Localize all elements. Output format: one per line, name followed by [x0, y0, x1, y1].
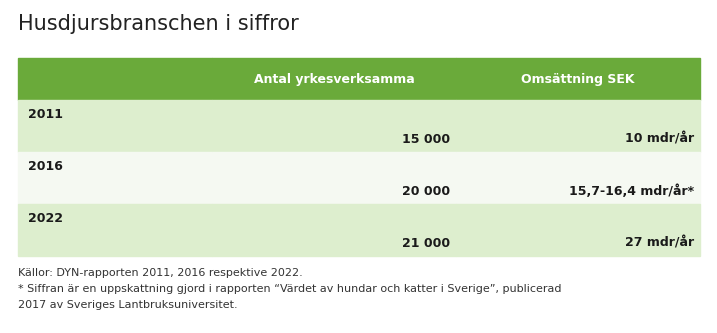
Text: 2017 av Sveriges Lantbruksuniversitet.: 2017 av Sveriges Lantbruksuniversitet. [18, 300, 237, 310]
Bar [18, 58, 212, 100]
Text: 2011: 2011 [28, 108, 63, 121]
Text: Omsättning SEK: Omsättning SEK [521, 73, 635, 86]
Bar [456, 204, 700, 256]
Text: 27 mdr/år: 27 mdr/år [625, 237, 694, 250]
Text: 15,7-16,4 mdr/år*: 15,7-16,4 mdr/år* [569, 184, 694, 198]
Bar [212, 58, 456, 100]
Bar [456, 58, 700, 100]
Text: 21 000: 21 000 [402, 237, 450, 250]
Text: * Siffran är en uppskattning gjord i rapporten “Värdet av hundar och katter i Sv: * Siffran är en uppskattning gjord i rap… [18, 284, 561, 294]
Bar [18, 152, 212, 204]
Text: 2022: 2022 [28, 212, 63, 225]
Text: 2016: 2016 [28, 160, 63, 173]
Text: 15 000: 15 000 [402, 133, 450, 146]
Bar [212, 100, 456, 152]
Bar [212, 152, 456, 204]
Text: 10 mdr/år: 10 mdr/år [625, 133, 694, 146]
Bar [456, 152, 700, 204]
Bar [456, 100, 700, 152]
Bar [212, 204, 456, 256]
Bar [18, 204, 212, 256]
Bar [18, 100, 212, 152]
Text: Källor: DYN-rapporten 2011, 2016 respektive 2022.: Källor: DYN-rapporten 2011, 2016 respekt… [18, 268, 303, 278]
Text: 20 000: 20 000 [402, 185, 450, 198]
Text: Husdjursbranschen i siffror: Husdjursbranschen i siffror [18, 14, 299, 34]
Text: Antal yrkesverksamma: Antal yrkesverksamma [254, 73, 414, 86]
